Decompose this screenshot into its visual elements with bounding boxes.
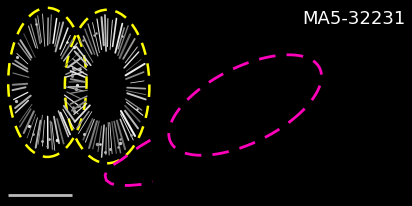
Text: MA5-32231: MA5-32231 bbox=[302, 10, 406, 28]
